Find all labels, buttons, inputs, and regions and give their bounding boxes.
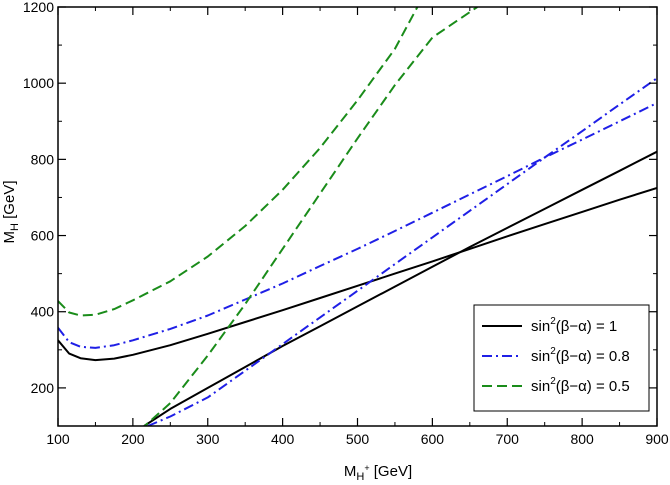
y-axis-label-unit: [GeV] — [1, 181, 18, 224]
legend-label: sin2(β−α) = 0.8 — [531, 346, 630, 365]
series-line-1-branch-2 — [143, 150, 657, 426]
y-tick-label: 1200 — [23, 0, 54, 15]
legend-label-pre: sin — [531, 378, 550, 395]
x-tick-label: 500 — [346, 431, 370, 447]
legend-label: sin2(β−α) = 1 — [531, 316, 617, 335]
series-group — [58, 7, 657, 426]
x-axis-label-sup: + — [364, 463, 369, 473]
x-tick-label: 900 — [645, 431, 669, 447]
x-tick-label: 200 — [121, 431, 145, 447]
x-axis-label: MH+ [GeV] — [344, 463, 412, 483]
series-line-1-branch-1 — [58, 186, 657, 362]
series-line-2-branch-2 — [147, 76, 657, 426]
legend-label-sup: 2 — [550, 346, 556, 357]
x-tick-label: 300 — [196, 431, 220, 447]
x-axis-label-unit: [GeV] — [370, 463, 413, 480]
y-axis-label: MH [GeV] — [1, 181, 21, 244]
x-tick-label: 600 — [421, 431, 445, 447]
legend-label-pre: sin — [531, 348, 550, 365]
y-tick-label: 200 — [31, 380, 55, 396]
x-axis-label-sub: H — [356, 471, 364, 483]
series-line-3-branch-2 — [143, 7, 478, 426]
legend-box — [473, 304, 650, 412]
y-tick-label: 400 — [31, 304, 55, 320]
legend-label: sin2(β−α) = 0.5 — [531, 376, 630, 395]
x-tick-label: 400 — [271, 431, 295, 447]
series-line-2-branch-1 — [58, 101, 657, 349]
x-tick-label: 800 — [570, 431, 594, 447]
series-line-3-branch-1 — [58, 7, 419, 317]
legend-label-post: (β−α) = 0.8 — [556, 348, 630, 365]
x-axis-label-main: M — [344, 463, 357, 480]
x-tick-label: 100 — [46, 431, 70, 447]
y-axis: 200 400 600 800 1000 1200 — [23, 0, 657, 427]
x-axis: 100 200 300 400 500 600 700 800 900 — [46, 7, 669, 447]
legend-label-post: (β−α) = 1 — [556, 318, 618, 335]
y-tick-label: 600 — [31, 228, 55, 244]
y-tick-label: 800 — [31, 151, 55, 167]
legend-label-sup: 2 — [550, 316, 556, 327]
legend-label-post: (β−α) = 0.5 — [556, 378, 630, 395]
legend-label-sup: 2 — [550, 376, 556, 387]
y-axis-label-main: M — [1, 231, 18, 244]
legend-label-pre: sin — [531, 318, 550, 335]
y-axis-label-sub: H — [9, 223, 21, 231]
y-tick-label: 1000 — [23, 75, 54, 91]
x-tick-label: 700 — [496, 431, 520, 447]
